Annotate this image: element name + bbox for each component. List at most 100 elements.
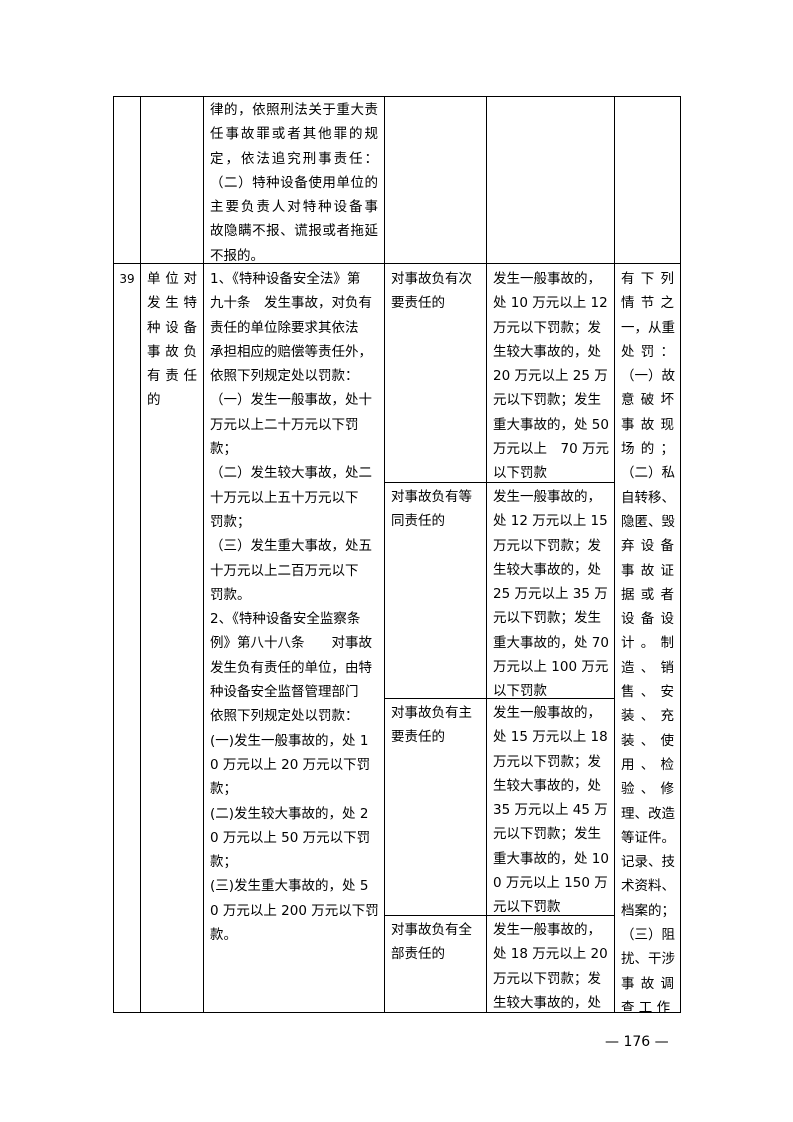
text-line: 设 备 设: [621, 611, 674, 628]
text-line: 的: [147, 392, 161, 409]
text-line: 弃 设 备: [621, 538, 674, 555]
text-line: 0 万元以上 150 万: [493, 875, 608, 892]
text-line: 发生一般事故的，: [493, 922, 601, 938]
text-line: 元以下罚款；发生: [493, 392, 601, 409]
circumstance-cell: 对事故负有主 要责任的: [384, 698, 487, 916]
text-line: 情 节 之: [621, 295, 674, 312]
text-line: 售 、 安: [621, 684, 674, 701]
text-line: 生较大事故的，处: [493, 994, 601, 1011]
penalty-cell: 发生一般事故的， 处 12 万元以上 15 万元以下罚款；发 生较大事故的，处 25 万…: [486, 482, 615, 699]
text-line: 例》第八十八条 对事故: [210, 635, 372, 652]
text-line: 术资料、: [621, 878, 675, 895]
text-line: 要责任的: [391, 295, 445, 312]
row-number: 39: [119, 272, 135, 286]
text-line: 重大事故的，处 70: [493, 634, 609, 651]
text-line: 故隐瞒不报、谎报或者拖延: [210, 223, 378, 240]
text-line: 要责任的: [391, 729, 445, 746]
text-line: 处 12 万元以上 15: [493, 513, 608, 530]
page-number: — 176 —: [605, 1034, 669, 1050]
text-line: 承担相应的赔偿等责任外，: [210, 343, 372, 360]
circumstance-cell: 对事故负有等 同责任的: [384, 482, 487, 699]
text-line: 发生负有责任的单位，由特: [210, 659, 372, 676]
cont-item-cell: [140, 96, 204, 264]
text-line: 处 15 万元以上 18: [493, 729, 608, 746]
text-line: 35 万元以上 45 万: [493, 802, 608, 819]
text-line: 验 、 修: [621, 781, 674, 798]
text-line: 理、改造: [621, 805, 675, 822]
cont-circumstance-cell: [384, 96, 487, 264]
text-line: 计 。 制: [621, 635, 674, 652]
text-line: 依照下列规定处以罚款：: [210, 708, 359, 725]
text-line: 依照下列规定处以罚款：: [210, 368, 359, 385]
text-line: 万元以下罚款；发: [493, 753, 601, 770]
text-line: 用 、 检: [621, 756, 674, 773]
text-line: （二）特种设备使用单位的: [210, 174, 378, 191]
text-line: 2、《特种设备安全监察条: [210, 611, 361, 628]
text-line: 档案的；: [621, 902, 675, 919]
text-line: 元以下罚款: [493, 899, 561, 916]
text-line: 有 下 列: [621, 271, 674, 287]
text-line: 20 万元以上 25 万: [493, 368, 608, 385]
text-line: 定，依法追究刑事责任：: [210, 150, 378, 167]
text-line: （三）阻: [621, 927, 675, 944]
text-line: 等证件。: [621, 829, 675, 846]
text-line: 造 、 销: [621, 659, 674, 676]
penalty-cell: 发生一般事故的， 处 10 万元以上 12 万元以下罚款；发 生较大事故的，处 20 万…: [486, 263, 615, 483]
text-line: 0 万元以上 50 万元以下罚: [210, 829, 371, 846]
text-line: 款。: [210, 927, 237, 944]
text-line: 0 万元以上 200 万元以下罚: [210, 902, 379, 919]
text-line: 万元以上 100 万元: [493, 659, 609, 676]
text-line: 事 故 负: [147, 343, 197, 360]
text-line: 25 万元以上 35 万: [493, 586, 608, 603]
circumstance-cell: 对事故负有全 部责任的: [384, 915, 487, 1013]
text-line: 同责任的: [391, 513, 445, 530]
text-line: 装 、 充: [621, 708, 674, 725]
basis-cell: 1、《特种设备安全法》第 九十条 发生事故，对负有 责任的单位除要求其依法 承担相应的…: [203, 263, 385, 1013]
cont-basis-cell: 律的，依照刑法关于重大责 任事故罪或者其他罪的规 定，依法追究刑事责任： （二）特种设…: [203, 96, 385, 264]
text-line: 发生一般事故的，: [493, 271, 601, 287]
text-line: 万元以下罚款；发: [493, 319, 601, 336]
circumstance-cell: 对事故负有次 要责任的: [384, 263, 487, 483]
text-line: 查 工 作: [621, 999, 671, 1013]
text-line: 生较大事故的，处: [493, 343, 601, 360]
text-line: 隐匿、毁: [621, 513, 675, 530]
text-line: 责任的单位除要求其依法: [210, 319, 359, 336]
text-line: 重大事故的，处 50: [493, 416, 609, 433]
text-line: 事 故 证: [621, 562, 674, 579]
text-line: 生较大事故的，处: [493, 777, 601, 794]
text-line: 九十条 发生事故，对负有: [210, 295, 372, 312]
text-line: 种 设 备: [147, 319, 197, 336]
text-line: 发 生 特: [147, 295, 197, 312]
cont-number-cell: [113, 96, 141, 264]
text-line: 万元以上二十万元以下罚: [210, 416, 359, 433]
text-line: （三）发生重大事故，处五: [210, 538, 372, 555]
text-line: 意 破 坏: [621, 392, 674, 409]
cont-remark-cell: [614, 96, 681, 264]
text-line: 款；: [210, 781, 237, 798]
text-line: 一，从重: [621, 319, 675, 336]
text-line: 事 故 现: [621, 416, 674, 433]
text-line: 以下罚款: [493, 683, 547, 699]
text-line: 种设备安全监督管理部门: [210, 684, 359, 701]
text-line: 罚款；: [210, 513, 251, 530]
text-line: 万元以下罚款；发: [493, 537, 601, 554]
text-line: 单 位 对: [147, 271, 197, 287]
text-line: 万元以下罚款；发: [493, 970, 601, 987]
text-line: 0 万元以上 20 万元以下罚: [210, 756, 371, 773]
text-line: 扰、干涉: [621, 951, 675, 968]
text-line: 律的，依照刑法关于重大责: [210, 102, 378, 118]
text-line: 记录、技: [621, 854, 675, 871]
text-line: 十万元以上二百万元以下: [210, 562, 359, 579]
text-line: 万元以上 70 万元: [493, 441, 609, 458]
text-line: 事 故 调: [621, 975, 674, 992]
text-line: 主要负责人对特种设备事: [210, 199, 378, 216]
text-line: 对事故负有次: [391, 271, 472, 287]
text-line: 处 罚 ：: [621, 343, 674, 360]
text-line: (一)发生一般事故的，处 1: [210, 732, 369, 749]
text-line: 发生一般事故的，: [493, 705, 601, 721]
text-line: 发生一般事故的，: [493, 489, 601, 505]
text-line: 元以下罚款；发生: [493, 826, 601, 843]
text-line: 重大事故的，处 10: [493, 850, 609, 867]
text-line: （一）故: [621, 368, 675, 385]
item-cell: 单 位 对发 生 特种 设 备事 故 负有 责 任的: [140, 263, 204, 1013]
